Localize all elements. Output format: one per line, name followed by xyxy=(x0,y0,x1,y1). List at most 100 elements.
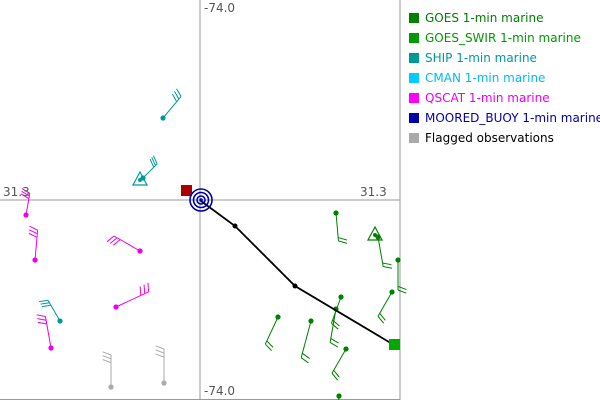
wind-barb-flag xyxy=(36,314,46,317)
wind-barb-shaft xyxy=(115,291,149,308)
wind-barb-flag xyxy=(377,315,385,324)
wind-barb-flag xyxy=(397,285,407,291)
wind-barb-shaft xyxy=(25,193,31,216)
wind-barb-flag xyxy=(338,240,348,244)
observation-point xyxy=(32,257,38,263)
wind-barb-flag xyxy=(397,289,407,294)
legend-item-moored-buoy[interactable]: MOORED_BUOY 1-min marine xyxy=(409,108,600,128)
wind-barb-shaft xyxy=(162,96,182,119)
buoy-center-point xyxy=(199,198,203,202)
station-observation xyxy=(300,318,314,364)
wind-barb-flag xyxy=(176,88,182,97)
observation-point xyxy=(160,115,166,121)
station-observation xyxy=(331,346,349,381)
legend-swatch-goes xyxy=(409,13,419,23)
legend-swatch-flagged xyxy=(409,133,419,143)
station-observation xyxy=(36,314,54,351)
station-observation xyxy=(106,235,143,254)
wind-barb-flag xyxy=(302,352,310,359)
station-observation xyxy=(28,225,39,263)
station-observation xyxy=(39,299,63,324)
buoy-ring xyxy=(196,195,206,205)
storm-track xyxy=(181,185,400,350)
observation-point xyxy=(333,210,339,216)
legend-label-flagged: Flagged observations xyxy=(425,131,554,145)
right-axis-label: 31.3 xyxy=(360,185,387,199)
wind-barb-flag xyxy=(37,321,47,325)
wind-barb-flag xyxy=(21,188,31,194)
legend-item-ship[interactable]: SHIP 1-min marine xyxy=(409,48,600,68)
triangle-center-point xyxy=(373,233,377,237)
legend-label-qscat: QSCAT 1-min marine xyxy=(425,91,550,105)
wind-barb-shaft xyxy=(142,163,158,179)
wind-barb-flag xyxy=(174,91,180,100)
station-observation xyxy=(329,306,339,348)
observation-point xyxy=(23,212,29,218)
station-observation xyxy=(377,289,395,324)
wind-barb-flag xyxy=(143,284,146,294)
station-observation xyxy=(336,393,342,400)
legend-item-flagged[interactable]: Flagged observations xyxy=(409,128,600,148)
legend-item-goes[interactable]: GOES 1-min marine xyxy=(409,8,600,28)
triangle-marker xyxy=(366,225,384,241)
station-observation xyxy=(160,88,182,121)
legend-label-ship: SHIP 1-min marine xyxy=(425,51,537,65)
station-observation xyxy=(20,188,31,218)
observation-point xyxy=(343,346,349,352)
observation-point xyxy=(48,345,54,351)
station-observation xyxy=(264,314,281,351)
legend-label-moored-buoy: MOORED_BUOY 1-min marine xyxy=(425,111,600,125)
legend-swatch-goes-swir xyxy=(409,33,419,43)
wind-barb-flag xyxy=(379,313,386,321)
wind-barb-shaft xyxy=(377,291,393,317)
wind-barb-shaft xyxy=(338,395,340,400)
track-point xyxy=(232,223,238,229)
wind-barb-flag xyxy=(264,343,272,351)
wind-barb-flag xyxy=(155,353,165,358)
observation-point xyxy=(389,289,395,295)
track-line xyxy=(200,200,395,346)
wind-barb-flag xyxy=(333,370,340,378)
wind-barb-flag xyxy=(20,193,30,199)
legend-swatch-qscat xyxy=(409,93,419,103)
triangle-outline xyxy=(131,170,149,186)
triangle-outline xyxy=(366,225,384,241)
wind-barb-flag xyxy=(383,266,393,269)
wind-barb-flag xyxy=(139,286,142,296)
wind-barb-flag xyxy=(382,262,392,266)
observation-point xyxy=(338,294,344,300)
bottom-axis-label: -74.0 xyxy=(204,384,236,398)
wind-barb-shaft xyxy=(335,212,339,241)
wind-barb-flag xyxy=(106,235,115,243)
station-observation xyxy=(102,351,114,390)
legend-item-qscat[interactable]: QSCAT 1-min marine xyxy=(409,88,600,108)
observation-point xyxy=(308,318,314,324)
top-axis-label: -74.0 xyxy=(204,1,236,15)
buoy-ring xyxy=(192,191,210,209)
wind-barb-flag xyxy=(41,304,51,308)
wind-barb-flag xyxy=(39,299,49,303)
observations-layer xyxy=(20,88,407,400)
legend-swatch-moored-buoy xyxy=(409,113,419,123)
wind-barb-flag xyxy=(330,338,339,344)
wind-barb-flag xyxy=(151,157,156,166)
wind-barb-shaft xyxy=(300,320,312,358)
wind-barb-flag xyxy=(266,340,274,348)
observation-point xyxy=(395,257,401,263)
legend-item-goes-swir[interactable]: GOES_SWIR 1-min marine xyxy=(409,28,600,48)
wind-barb-shaft xyxy=(113,235,141,252)
legend-swatch-cman xyxy=(409,73,419,83)
wind-barb-shaft xyxy=(329,308,337,343)
wind-barb-flag xyxy=(338,237,347,241)
legend-swatch-ship xyxy=(409,53,419,63)
observation-point xyxy=(161,380,167,386)
wind-barb-shaft xyxy=(34,230,39,261)
moored-buoy-marker xyxy=(189,188,213,212)
legend-item-cman[interactable]: CMAN 1-min marine xyxy=(409,68,600,88)
observation-point xyxy=(137,248,143,254)
triangle-marker xyxy=(131,170,149,186)
observation-point xyxy=(113,304,119,310)
observation-point xyxy=(57,318,63,324)
left-axis-label: 31.3 xyxy=(3,185,30,199)
